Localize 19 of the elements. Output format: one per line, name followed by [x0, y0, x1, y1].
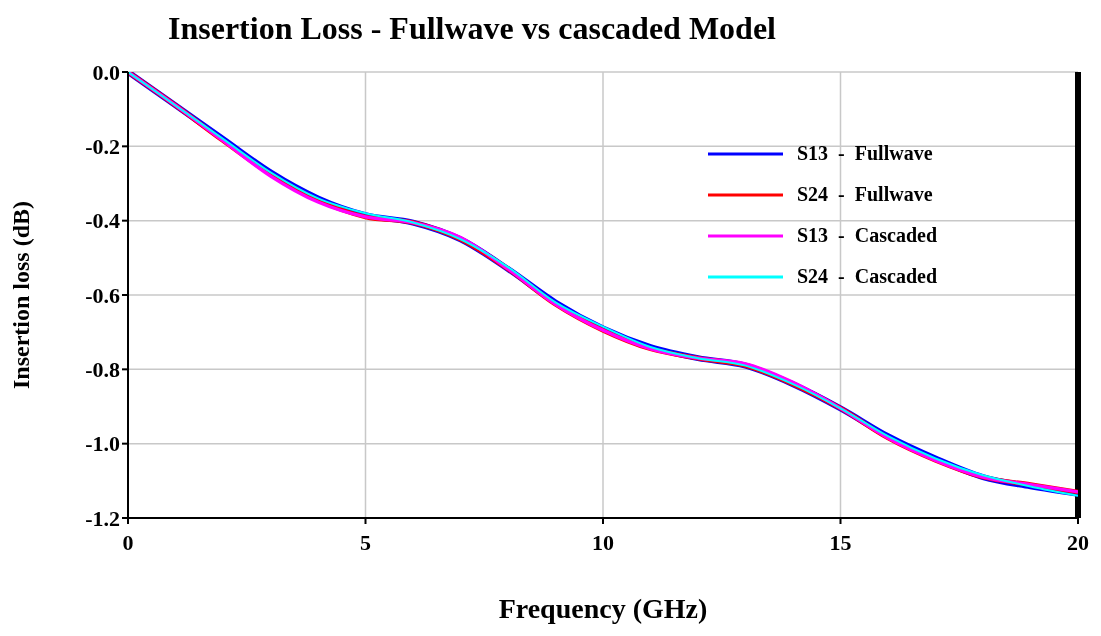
x-tick-label: 5: [360, 529, 371, 555]
legend-label: S24 - Fullwave: [797, 183, 933, 206]
chart-title: Insertion Loss - Fullwave vs cascaded Model: [168, 10, 776, 47]
y-tick-label: -1.2: [85, 505, 120, 531]
y-tick-label: 0.0: [92, 59, 120, 85]
x-tick-label: 20: [1067, 529, 1089, 555]
legend-label: S13 - Cascaded: [797, 224, 938, 247]
y-tick-label: -0.8: [85, 357, 120, 383]
y-axis-title: Insertion loss (dB): [7, 200, 34, 390]
y-tick-label: -0.4: [85, 208, 120, 234]
y-tick-label: -0.6: [85, 282, 120, 308]
x-axis-title: Frequency (GHz): [498, 593, 708, 624]
y-tick-label: -0.2: [85, 134, 120, 160]
x-tick-label: 15: [829, 529, 852, 555]
legend-label: S13 - Fullwave: [797, 142, 933, 165]
x-tick-label: 10: [592, 529, 614, 555]
y-tick-label: -1.0: [85, 431, 120, 457]
legend-label: S24 - Cascaded: [797, 265, 938, 288]
x-tick-label: 0: [122, 529, 134, 555]
